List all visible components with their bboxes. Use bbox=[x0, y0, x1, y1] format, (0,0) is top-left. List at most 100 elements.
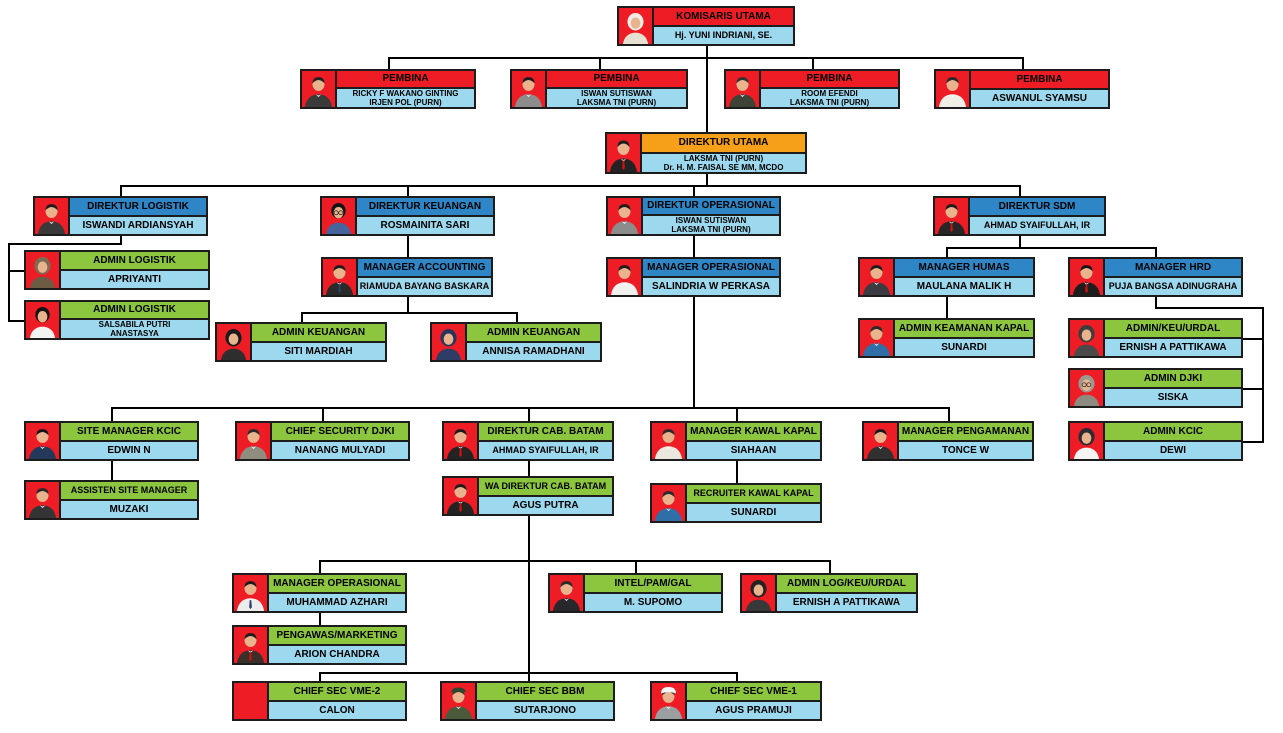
connector-line bbox=[120, 185, 1021, 187]
connector-line bbox=[1243, 441, 1264, 443]
connector-line bbox=[111, 407, 113, 423]
person-name: NANANG MULYADI bbox=[272, 442, 408, 459]
connector-line bbox=[322, 407, 324, 423]
photo-avatar bbox=[1070, 259, 1105, 295]
org-node-pembina-3: PEMBINA ROOM EFENDI LAKSMA TNI (PURN) bbox=[724, 69, 900, 109]
photo-avatar bbox=[217, 324, 252, 360]
person-name: AGUS PUTRA bbox=[479, 497, 612, 514]
role-title: DIREKTUR LOGISTIK bbox=[70, 198, 206, 217]
role-title: CHIEF SEC VME-1 bbox=[687, 683, 820, 702]
connector-line bbox=[1262, 307, 1264, 443]
connector-line bbox=[599, 57, 601, 71]
photo-avatar bbox=[26, 423, 61, 459]
connector-line bbox=[1019, 236, 1021, 249]
org-node-admin-log-keu-urdal: ADMIN LOG/KEU/URDAL ERNISH A PATTIKAWA bbox=[740, 573, 918, 613]
connector-line bbox=[111, 407, 950, 409]
connector-line bbox=[319, 560, 831, 562]
role-title: ADMIN DJKI bbox=[1105, 370, 1241, 389]
connector-line bbox=[812, 57, 814, 71]
person-name: SUTARJONO bbox=[477, 702, 613, 719]
photo-avatar bbox=[512, 71, 547, 107]
org-node-site-manager-kcic: SITE MANAGER KCIC EDWIN N bbox=[24, 421, 199, 461]
org-node-admin-djki: ADMIN DJKI SISKA bbox=[1068, 368, 1243, 408]
org-node-pembina-2: PEMBINA ISWAN SUTISWAN LAKSMA TNI (PURN) bbox=[510, 69, 688, 109]
person-name: MUZAKI bbox=[61, 501, 197, 518]
role-title: WA DIREKTUR CAB. BATAM bbox=[479, 478, 612, 497]
role-title: MANAGER OPERASIONAL bbox=[643, 259, 779, 278]
role-title: ADMIN LOG/KEU/URDAL bbox=[777, 575, 916, 594]
org-node-direktur-keuangan: DIREKTUR KEUANGAN ROSMAINITA SARI bbox=[320, 196, 495, 236]
connector-line bbox=[301, 312, 518, 314]
role-title: MANAGER HRD bbox=[1105, 259, 1241, 278]
connector-line bbox=[8, 243, 10, 322]
person-name: ISWAN SUTISWAN LAKSMA TNI (PURN) bbox=[643, 215, 779, 234]
person-name: ISWAN SUTISWAN LAKSMA TNI (PURN) bbox=[547, 88, 686, 107]
connector-line bbox=[388, 57, 1024, 59]
connector-line bbox=[319, 613, 321, 627]
org-node-direktur-sdm: DIREKTUR SDM AHMAD SYAIFULLAH, IR bbox=[933, 196, 1106, 236]
photo-avatar bbox=[619, 8, 654, 44]
role-title: MANAGER KAWAL KAPAL bbox=[687, 423, 820, 442]
role-title: MANAGER ACCOUNTING bbox=[358, 259, 491, 278]
org-node-pembina-1: PEMBINA RICKY F WAKANO GINTING IRJEN POL … bbox=[300, 69, 476, 109]
photo-avatar bbox=[302, 71, 337, 107]
role-title: PEMBINA bbox=[547, 71, 686, 89]
photo-avatar bbox=[726, 71, 761, 107]
photo-avatar bbox=[234, 683, 269, 719]
person-name: ERNISH A PATTIKAWA bbox=[777, 594, 916, 611]
photo-avatar bbox=[652, 423, 687, 459]
photo-avatar bbox=[444, 478, 479, 514]
connector-line bbox=[693, 297, 695, 409]
org-node-admin-keuangan-2: ADMIN KEUANGAN ANNISA RAMADHANI bbox=[430, 322, 602, 362]
org-node-direktur-cab-batam: DIREKTUR CAB. BATAM AHMAD SYAIFULLAH, IR bbox=[442, 421, 614, 461]
org-node-manager-humas: MANAGER HUMAS MAULANA MALIK H bbox=[858, 257, 1035, 297]
role-title: ADMIN LOGISTIK bbox=[61, 252, 208, 271]
connector-line bbox=[946, 247, 948, 259]
role-title: INTEL/PAM/GAL bbox=[585, 575, 721, 594]
photo-avatar bbox=[860, 259, 895, 295]
photo-avatar bbox=[1070, 370, 1105, 406]
photo-avatar bbox=[442, 683, 477, 719]
role-title: ADMIN/KEU/URDAL bbox=[1105, 320, 1241, 339]
org-node-admin-logistik-2: ADMIN LOGISTIK SALSABILA PUTRI ANASTASYA bbox=[24, 300, 210, 340]
person-name: MAULANA MALIK H bbox=[895, 278, 1033, 295]
org-node-admin-kcic: ADMIN KCIC DEWI bbox=[1068, 421, 1243, 461]
org-node-chief-security-djki: CHIEF SECURITY DJKI NANANG MULYADI bbox=[235, 421, 410, 461]
org-node-direktur-utama: DIREKTUR UTAMA LAKSMA TNI (PURN) Dr. H. M… bbox=[605, 132, 807, 174]
role-title: PEMBINA bbox=[761, 71, 898, 89]
connector-line bbox=[120, 236, 122, 245]
person-name: SISKA bbox=[1105, 389, 1241, 406]
role-title: DIREKTUR SDM bbox=[970, 198, 1104, 217]
person-name: SITI MARDIAH bbox=[252, 343, 385, 360]
person-name: CALON bbox=[269, 702, 405, 719]
org-node-wa-direktur-cab-batam: WA DIREKTUR CAB. BATAM AGUS PUTRA bbox=[442, 476, 614, 516]
photo-avatar bbox=[864, 423, 899, 459]
role-title: PENGAWAS/MARKETING bbox=[269, 627, 405, 646]
org-node-manager-accounting: MANAGER ACCOUNTING RIAMUDA BAYANG BASKARA bbox=[321, 257, 493, 297]
role-title: CHIEF SEC VME-2 bbox=[269, 683, 405, 702]
connector-line bbox=[528, 407, 530, 423]
connector-line bbox=[319, 672, 321, 683]
connector-line bbox=[1243, 338, 1264, 340]
connector-line bbox=[516, 312, 518, 324]
role-title: ASSISTEN SITE MANAGER bbox=[61, 482, 197, 501]
person-name: Hj. YUNI INDRIANI, SE. bbox=[654, 27, 793, 44]
org-node-direktur-operasional: DIREKTUR OPERASIONAL ISWAN SUTISWAN LAKSM… bbox=[606, 196, 781, 236]
role-title: PEMBINA bbox=[337, 71, 474, 89]
person-name: ANNISA RAMADHANI bbox=[467, 343, 600, 360]
person-name: RICKY F WAKANO GINTING IRJEN POL (PURN) bbox=[337, 88, 474, 107]
photo-avatar bbox=[26, 302, 61, 338]
photo-avatar bbox=[234, 575, 269, 611]
connector-line bbox=[8, 320, 26, 322]
photo-avatar bbox=[35, 198, 70, 234]
role-title: ADMIN KEUANGAN bbox=[467, 324, 600, 343]
connector-line bbox=[948, 407, 950, 423]
role-title: CHIEF SECURITY DJKI bbox=[272, 423, 408, 442]
photo-avatar bbox=[323, 259, 358, 295]
connector-line bbox=[693, 236, 695, 259]
connector-line bbox=[736, 672, 738, 683]
person-name: MUHAMMAD AZHARI bbox=[269, 594, 405, 611]
person-name: M. SUPOMO bbox=[585, 594, 721, 611]
photo-avatar bbox=[26, 482, 61, 518]
